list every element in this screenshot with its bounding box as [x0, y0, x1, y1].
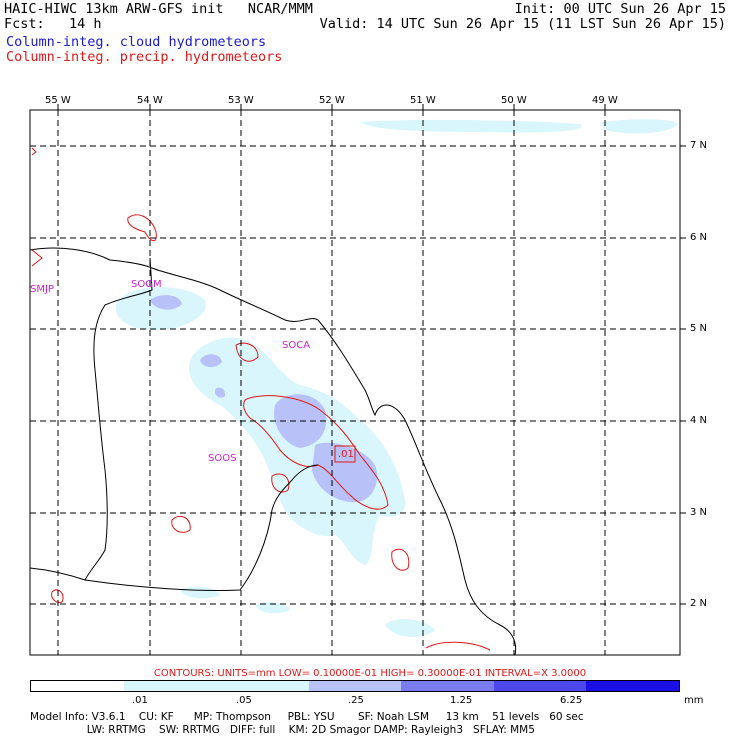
lon-label-49w: 49 W: [592, 95, 618, 106]
lat-label-5n: 5 N: [690, 323, 708, 334]
station-soca: SOCA: [282, 340, 311, 351]
valid-time: Valid: 14 UTC Sun 26 Apr 15 (11 LST Sun …: [319, 16, 726, 32]
map-frame: [29, 109, 681, 656]
color-bin-2: [216, 681, 309, 691]
forecast-hour: Fcst: 14 h: [4, 16, 102, 32]
precip-contours: [31, 147, 491, 651]
model-info-line2: LW: RRTMG SW: RRTMG DIFF: full KM: 2D Sm…: [30, 724, 535, 736]
coastline: [29, 247, 517, 656]
color-bin-1: [123, 681, 217, 691]
color-tick-5: 6.25: [560, 695, 583, 706]
lat-lon-grid: [30, 110, 680, 655]
lon-label-54w: 54 W: [137, 95, 163, 106]
init-time: Init: 00 UTC Sun 26 Apr 15: [514, 1, 726, 17]
lon-label-50w: 50 W: [501, 95, 527, 106]
model-info-line1: Model Info: V3.6.1 CU: KF MP: Thompson P…: [30, 711, 584, 723]
color-bin-3: [308, 681, 402, 691]
field-precip-label: Column-integ. precip. hydrometeors: [6, 49, 283, 65]
color-tick-1: .01: [132, 695, 148, 706]
color-bin-4: [401, 681, 494, 691]
lat-label-3n: 3 N: [690, 507, 708, 518]
station-smjp: SMJP: [30, 284, 54, 295]
cloud-shading-light: [115, 119, 678, 637]
lat-label-2n: 2 N: [690, 598, 708, 609]
color-units: mm: [684, 695, 704, 706]
color-tick-4: 1.25: [450, 695, 473, 706]
contours-info: CONTOURS: UNITS=mm LOW= 0.10000E-01 HIGH…: [153, 668, 587, 679]
frame-ticks: [57, 104, 686, 605]
station-soos: SOOS: [208, 453, 237, 464]
lon-label-52w: 52 W: [319, 95, 345, 106]
station-sogm: SOGM: [131, 279, 162, 290]
color-bin-5: [493, 681, 587, 691]
color-tick-2: .05: [236, 695, 252, 706]
color-bar: [30, 680, 680, 692]
model-title: HAIC-HIWC 13km ARW-GFS init NCAR/MMM: [4, 1, 313, 17]
lat-label-7n: 7 N: [690, 140, 708, 151]
lon-label-55w: 55 W: [45, 95, 71, 106]
color-tick-3: .25: [348, 695, 364, 706]
lat-label-4n: 4 N: [690, 415, 708, 426]
lon-label-51w: 51 W: [410, 95, 436, 106]
lat-label-6n: 6 N: [690, 232, 708, 243]
color-bin-6: [586, 681, 680, 691]
field-cloud-label: Column-integ. cloud hydrometeors: [6, 34, 267, 50]
cloud-shading-medium: [150, 295, 378, 503]
contour-value-label: .01: [338, 449, 354, 460]
lon-label-53w: 53 W: [228, 95, 254, 106]
color-bin-0: [31, 681, 124, 691]
